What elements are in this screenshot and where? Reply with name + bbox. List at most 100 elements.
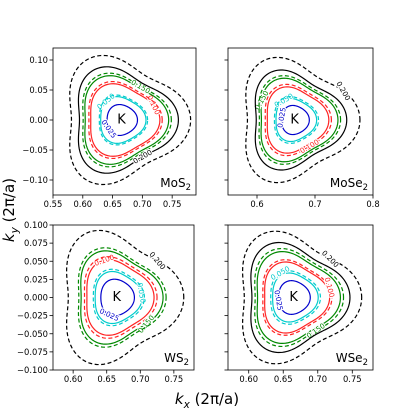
contour-0-200-dashed (69, 54, 192, 186)
axes-frame (227, 224, 374, 371)
contour-0-050-dashed (92, 268, 145, 327)
contour-0-150-dashed (254, 247, 345, 348)
x-tick-label: 0.70 (308, 374, 327, 384)
contour-0-050-solid (275, 97, 318, 143)
contour-0-150-dashed (82, 72, 172, 168)
x-axis-label-subscript: x (183, 399, 191, 411)
y-tick-label: 0.10 (29, 55, 48, 65)
x-tick-label: 0.70 (133, 199, 152, 209)
y-tick-label: 0.100 (24, 220, 48, 230)
x-axis-label-symbol: k (175, 390, 185, 408)
contour-label: 0.100 (323, 276, 337, 299)
contour-0-150-solid (80, 250, 164, 345)
y-tick-label: 0.050 (24, 256, 48, 266)
contour-label: 0.025 (272, 289, 284, 311)
contour-0-100-dashed (83, 256, 158, 339)
y-axis-label-symbol: k (0, 232, 18, 242)
x-axis-label-units: (2π/a) (190, 390, 239, 408)
contour-0-150-dashed (77, 247, 167, 348)
x-tick-label: 0.70 (131, 374, 150, 384)
contour-0-150-solid (256, 251, 342, 344)
contour-0-200-dashed (241, 230, 363, 365)
axes-frame (52, 47, 197, 196)
x-tick-label: 0.60 (64, 374, 83, 384)
contour-label: 0.200 (320, 248, 341, 269)
contour-0-100-dashed (264, 83, 333, 157)
contour-0-050-dashed (273, 96, 320, 144)
contour-0-100-solid (86, 259, 155, 336)
axes-frame (227, 47, 374, 196)
y-tick-label: −0.05 (22, 145, 48, 155)
contour-label: 0.025 (98, 306, 120, 323)
y-axis-label: ky (2π/a) (0, 178, 21, 242)
y-tick-label: 0.025 (24, 274, 48, 284)
y-tick-label: −0.100 (17, 365, 48, 375)
y-tick-label: 0.05 (29, 85, 48, 95)
y-tick-label: −0.025 (17, 311, 48, 321)
k-point-label: K (290, 113, 299, 128)
y-tick-label: −0.10 (22, 175, 48, 185)
x-tick-label: 0.8 (366, 199, 379, 209)
contour-label: 0.200 (147, 250, 167, 272)
panel-material-label: WS2 (164, 351, 189, 368)
contour-0-025-solid (106, 103, 139, 137)
y-tick-label: 0.00 (29, 115, 48, 125)
x-tick-label: 0.65 (103, 199, 122, 209)
x-tick-label: 0.60 (239, 374, 258, 384)
contour-0-050-dashed (270, 270, 322, 325)
k-point-label: K (113, 290, 122, 305)
contour-0-100-solid (90, 83, 161, 157)
x-tick-label: 0.7 (308, 199, 321, 209)
k-point-label: K (117, 113, 126, 128)
x-tick-label: 0.65 (97, 374, 116, 384)
axes-frame (52, 224, 195, 371)
contour-0-200-solid (77, 66, 179, 174)
y-tick-label: −0.075 (17, 347, 48, 357)
x-tick-label: 0.65 (274, 374, 293, 384)
x-tick-label: 0.75 (165, 374, 184, 384)
panel-material-label: MoS2 (160, 176, 191, 193)
x-tick-label: 0.60 (73, 199, 92, 209)
panel-material-label: WSe2 (336, 351, 368, 368)
y-axis-label-subscript: y (9, 226, 21, 234)
contour-0-150-solid (84, 75, 170, 165)
contour-0-200-solid (254, 69, 348, 171)
x-tick-label: 0.6 (250, 199, 263, 209)
y-tick-label: 0.000 (24, 293, 48, 303)
y-tick-label: −0.050 (17, 329, 48, 339)
y-tick-label: 0.075 (24, 238, 48, 248)
y-axis-label-units: (2π/a) (0, 178, 18, 227)
contour-0-150-dashed (258, 75, 342, 165)
contour-0-025-solid (277, 280, 311, 315)
contour-0-200-dashed (245, 56, 361, 184)
x-axis-label: kx (2π/a) (175, 390, 239, 411)
k-point-label: K (289, 290, 298, 305)
contour-0-050-solid (94, 270, 143, 325)
contour-0-100-dashed (262, 259, 333, 336)
contour-0-200-solid (250, 241, 351, 354)
contour-0-200-dashed (66, 229, 185, 366)
contour-0-025-solid (100, 278, 136, 317)
contour-0-100-solid (264, 261, 331, 334)
panel-material-label: MoSe2 (330, 176, 368, 193)
contour-0-100-solid (266, 86, 330, 154)
contour-label: 0.050 (273, 91, 296, 109)
contour-label: 0.050 (95, 91, 117, 111)
contour-0-050-solid (272, 272, 319, 323)
contour-label: 0.050 (135, 282, 148, 304)
contour-0-100-dashed (88, 80, 163, 160)
contour-0-050-solid (100, 96, 147, 144)
contour-0-150-solid (260, 77, 339, 163)
x-tick-label: 0.75 (343, 374, 362, 384)
contour-0-025-solid (280, 104, 310, 136)
x-tick-label: 0.75 (163, 199, 182, 209)
